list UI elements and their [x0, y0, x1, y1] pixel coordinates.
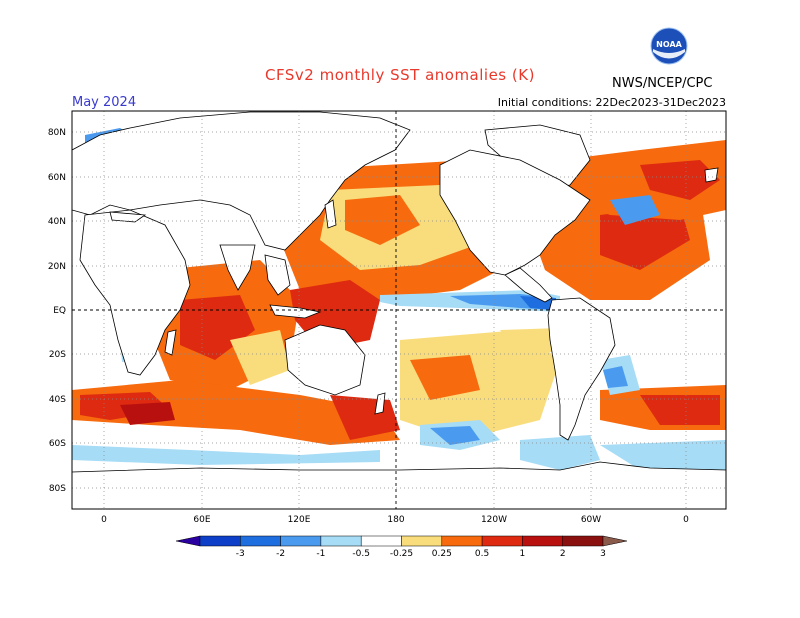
australia — [284, 324, 366, 396]
new-zealand — [374, 392, 386, 415]
antarctica — [72, 461, 726, 509]
mediterranean-coast — [109, 211, 147, 223]
lat-label: 40N — [48, 217, 66, 227]
colorbar-min-arrow — [175, 535, 201, 547]
colorbar-label: 0.5 — [475, 549, 489, 559]
lat-label: 20N — [48, 262, 66, 272]
colorbar-label: 2 — [560, 549, 566, 559]
plot-frame — [71, 110, 727, 510]
india — [219, 244, 256, 291]
map-title: CFSv2 monthly SST anomalies (K) — [265, 66, 535, 84]
lon-label: 180 — [387, 515, 404, 525]
british-isles — [704, 167, 719, 183]
lat-label: 60N — [48, 173, 66, 183]
africa — [79, 209, 191, 376]
colorbar-label: -0.5 — [352, 549, 370, 559]
lat-label: 20S — [49, 350, 66, 360]
colorbar-segment — [481, 535, 523, 547]
south-america — [547, 297, 616, 441]
grid-lines — [72, 111, 726, 509]
lat-label: 40S — [49, 395, 66, 405]
initial-conditions: Initial conditions: 22Dec2023-31Dec2023 — [497, 96, 726, 109]
colorbar-label: -1 — [316, 549, 325, 559]
organization-label: NWS/NCEP/CPC — [612, 76, 713, 91]
colorbar-segment — [562, 535, 604, 547]
reference-lines — [72, 111, 726, 509]
lon-label: 120W — [481, 515, 507, 525]
svg-text:NOAA: NOAA — [656, 40, 682, 49]
colorbar-label: 3 — [600, 549, 606, 559]
colorbar-segment — [522, 535, 563, 547]
colorbar-segment — [441, 535, 483, 547]
lon-label: 120E — [288, 515, 311, 525]
japan — [324, 199, 337, 229]
lon-label: 0 — [683, 515, 689, 525]
north-america — [439, 149, 591, 276]
colorbar-label: -0.25 — [390, 549, 413, 559]
lon-label: 60W — [581, 515, 601, 525]
colorbar-segment — [240, 535, 281, 547]
latitude-axis: 80N 60N 40N 20N EQ 20S 40S 60S 80S — [48, 128, 66, 494]
central-america — [504, 267, 553, 303]
noaa-logo: NOAA — [650, 27, 688, 65]
lat-label: 80S — [49, 484, 66, 494]
lon-label: 0 — [101, 515, 107, 525]
colorbar-max-arrow — [602, 535, 628, 547]
forecast-month: May 2024 — [72, 95, 137, 110]
colorbar: -3 -2 -1 -0.5 -0.25 0.25 0.5 1 2 3 — [175, 535, 628, 559]
lat-label: EQ — [53, 306, 66, 316]
longitude-axis: 0 60E 120E 180 120W 60W 0 — [101, 515, 689, 525]
colorbar-segment — [360, 535, 402, 547]
indonesia — [269, 304, 322, 319]
colorbar-label: -2 — [276, 549, 285, 559]
colorbar-segment — [401, 535, 443, 547]
colorbar-label: 1 — [520, 549, 526, 559]
lon-label: 60E — [193, 515, 210, 525]
colorbar-segment — [199, 535, 241, 547]
indochina — [264, 254, 291, 296]
lat-label: 80N — [48, 128, 66, 138]
colorbar-label: -3 — [236, 549, 245, 559]
colorbar-segment — [320, 535, 362, 547]
madagascar — [164, 329, 177, 356]
land-masses — [72, 111, 726, 509]
colorbar-label: 0.25 — [432, 549, 452, 559]
colorbar-segment — [280, 535, 322, 547]
lat-label: 60S — [49, 439, 66, 449]
